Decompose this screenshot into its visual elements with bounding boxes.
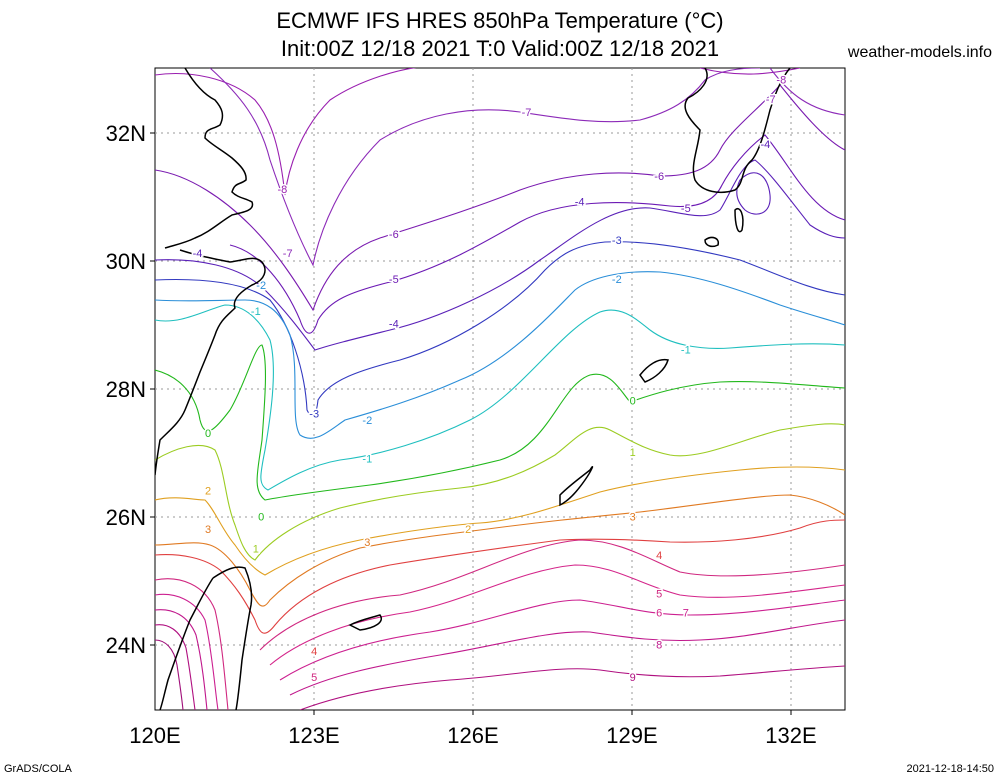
contour-minus5: [229, 134, 845, 334]
graticule: [155, 68, 845, 710]
china-coast: [155, 68, 266, 476]
contour-label: 4: [311, 646, 317, 658]
contour-1: [155, 423, 845, 561]
lon-tick-label: 120E: [129, 723, 180, 748]
contour-label: -6: [654, 171, 664, 183]
lat-tick-label: 24N: [106, 633, 146, 658]
footer-timestamp: 2021-12-18-14:50: [906, 763, 994, 775]
lon-tick-label: 126E: [447, 723, 498, 748]
contour-label: -7: [522, 107, 532, 119]
contour-label: 7: [683, 608, 689, 620]
contour-label: 2: [205, 486, 211, 498]
contour-7: [279, 599, 845, 681]
lon-tick-label: 132E: [765, 723, 816, 748]
contour-5: [259, 539, 845, 651]
contour-label: -4: [193, 248, 203, 260]
contour-4: [155, 519, 845, 634]
footer-software: GrADS/COLA: [4, 763, 72, 775]
contour-label: 3: [364, 537, 370, 549]
contour-label: -4: [575, 197, 585, 209]
contour-6: [269, 564, 845, 666]
contour-label: 5: [311, 672, 317, 684]
contour-minus3: [155, 241, 845, 417]
contour-label: 4: [656, 550, 662, 562]
tanegashima-island: [734, 208, 744, 233]
lon-axis: 120E 123E 126E 129E 132E: [129, 723, 816, 748]
contour-label: -2: [612, 274, 622, 286]
map-subtitle: Init:00Z 12/18 2021 T:0 Valid:00Z 12/18 …: [280, 36, 720, 61]
contour-0: [155, 344, 845, 501]
contour-label: -1: [362, 454, 372, 466]
contour-minus6: [155, 84, 845, 312]
lat-tick-label: 30N: [106, 249, 146, 274]
contour-label: -2: [362, 415, 372, 427]
contour-label: -3: [612, 235, 622, 247]
contour-minus1: [155, 304, 845, 491]
lon-tick-label: 123E: [288, 723, 339, 748]
lat-tick-label: 26N: [106, 505, 146, 530]
contour-label: -1: [681, 344, 691, 356]
taiwan-gradient-2: [155, 593, 219, 710]
contour-label: 6: [656, 608, 662, 620]
lat-tick-label: 32N: [106, 121, 146, 146]
contour-minus4-loop: [736, 172, 771, 215]
ryukyu-island-okinawa: [559, 466, 594, 507]
contour-minus2: [155, 271, 845, 439]
contour-label: 1: [253, 543, 259, 555]
contour-label: 5: [656, 588, 662, 600]
contour-label: -7: [283, 248, 293, 260]
contour-minus8: [155, 68, 418, 196]
taiwan-gradient-3: [155, 609, 208, 710]
sakishima-island: [348, 614, 382, 631]
contour-label: 0: [630, 396, 636, 408]
contour-label: 9: [630, 672, 636, 684]
contour-label: 0: [258, 511, 264, 523]
contour-label: 3: [630, 511, 636, 523]
taiwan-gradient-1: [155, 578, 229, 710]
taiwan-gradient-5: [155, 639, 184, 710]
contour-label: -4: [761, 139, 771, 151]
contour-label: -7: [766, 94, 776, 106]
contour-label: -2: [256, 280, 266, 292]
contour-label: 3: [205, 524, 211, 536]
contour-labels: -8-7-7-7-8-6-6-5-5-4-4-4-4-3-3-2-2-2-1-1…: [191, 73, 788, 685]
lat-tick-label: 28N: [106, 377, 146, 402]
contour-label: -6: [389, 229, 399, 241]
contour-8: [289, 619, 845, 696]
tick-marks: [150, 132, 792, 715]
contour-minus7: [209, 68, 761, 267]
yakushima-island: [704, 236, 720, 248]
contour-label: -5: [389, 274, 399, 286]
credit-text: weather-models.info: [847, 44, 992, 61]
taiwan-coast: [159, 566, 253, 710]
contour-label: 0: [205, 428, 211, 440]
contour-lines: [155, 68, 845, 710]
contour-label: 1: [630, 447, 636, 459]
contour-minus8-ne: [699, 68, 801, 75]
contour-3: [155, 494, 845, 607]
contour-2: [155, 466, 845, 576]
lat-axis: 32N 30N 28N 26N 24N: [106, 121, 146, 658]
contour-label: 2: [465, 524, 471, 536]
contour-label: -5: [681, 203, 691, 215]
contour-minus7-b: [769, 68, 845, 116]
contour-label: -8: [776, 75, 786, 87]
contour-label: -4: [389, 319, 399, 331]
contour-minus4: [155, 159, 845, 351]
ryukyu-island-amami: [639, 358, 669, 383]
map-title: ECMWF IFS HRES 850hPa Temperature (°C): [276, 8, 724, 33]
contour-label: -1: [251, 306, 261, 318]
coastlines: [155, 68, 791, 710]
contour-9: [299, 665, 845, 710]
contour-label: -3: [309, 409, 319, 421]
contour-label: 8: [656, 640, 662, 652]
japan-kyushu: [684, 68, 791, 193]
contour-label: -8: [278, 184, 288, 196]
lon-tick-label: 129E: [606, 723, 657, 748]
taiwan-gradient-4: [155, 624, 196, 710]
